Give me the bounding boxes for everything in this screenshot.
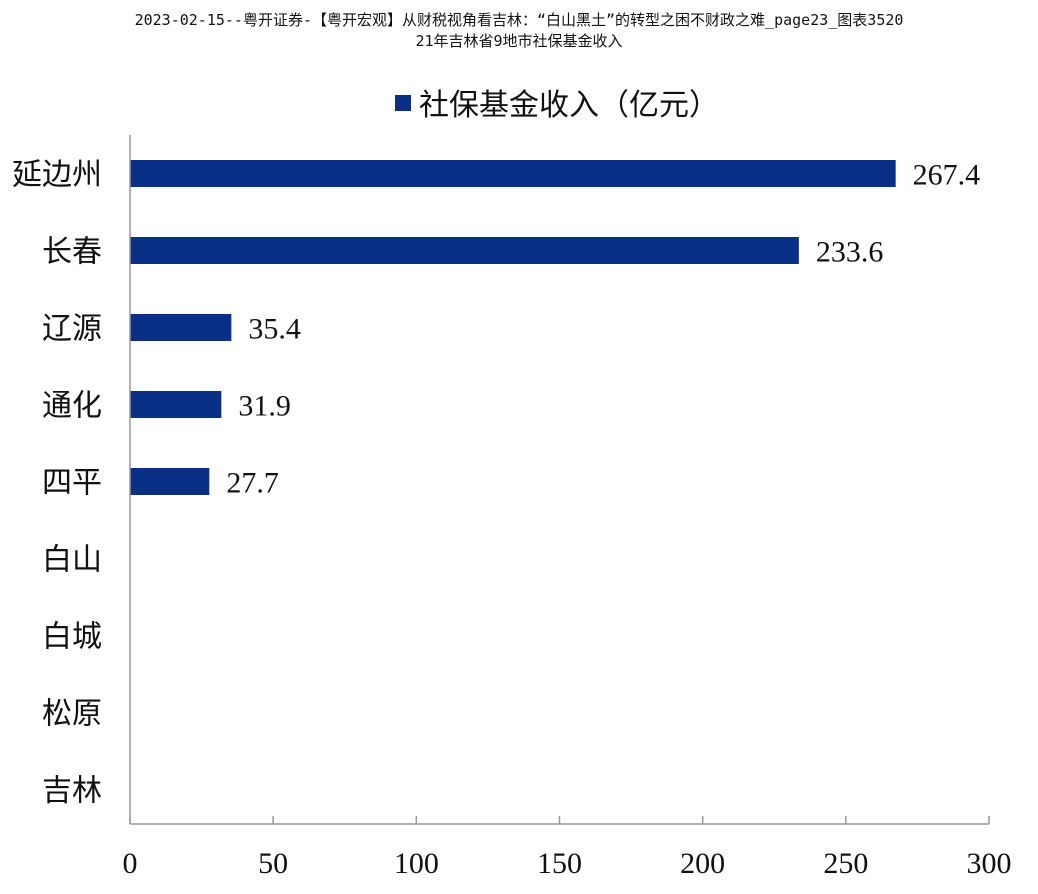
x-tick-labels: 0 50 100 150 200 250 300 <box>123 847 1012 880</box>
value-labels: 267.4 233.6 35.4 31.9 27.7 <box>226 159 980 500</box>
value-label: 31.9 <box>238 390 291 423</box>
bar <box>130 314 232 341</box>
legend-label: 社保基金收入（亿元） <box>419 88 719 123</box>
x-tick-label: 300 <box>967 847 1012 880</box>
x-tick-label: 150 <box>537 847 582 880</box>
x-tick-label: 200 <box>680 847 725 880</box>
bar <box>130 160 896 187</box>
x-tick-label: 100 <box>394 847 439 880</box>
bar <box>130 468 210 495</box>
category-label: 长春 <box>42 235 102 270</box>
legend: 社保基金收入（亿元） <box>395 88 719 123</box>
file-title: 2023-02-15--粤开证券-【粤开宏观】从财税视角看吉林：“白山黑土”的转… <box>0 10 1038 52</box>
bar <box>130 391 222 418</box>
value-label: 233.6 <box>816 236 884 269</box>
category-label: 松原 <box>42 697 102 732</box>
category-label: 白山 <box>42 543 102 578</box>
file-title-line2: 21年吉林省9地市社保基金收入 <box>415 32 623 50</box>
x-tick-label: 50 <box>258 847 288 880</box>
x-tick-label: 250 <box>823 847 868 880</box>
category-label: 四平 <box>42 466 102 501</box>
value-label: 35.4 <box>248 313 301 346</box>
category-label: 吉林 <box>42 774 102 809</box>
category-label: 辽源 <box>42 312 102 347</box>
bar <box>130 237 799 264</box>
x-tick-label: 0 <box>123 847 138 880</box>
value-label: 267.4 <box>913 159 981 192</box>
category-label: 通化 <box>42 389 102 424</box>
value-label: 27.7 <box>226 467 279 500</box>
category-label: 白城 <box>42 620 102 655</box>
legend-swatch <box>395 95 411 111</box>
bars-group <box>130 160 896 495</box>
category-label: 延边州 <box>12 158 102 193</box>
file-title-line1: 2023-02-15--粤开证券-【粤开宏观】从财税视角看吉林：“白山黑土”的转… <box>134 11 904 29</box>
axes <box>129 135 990 825</box>
